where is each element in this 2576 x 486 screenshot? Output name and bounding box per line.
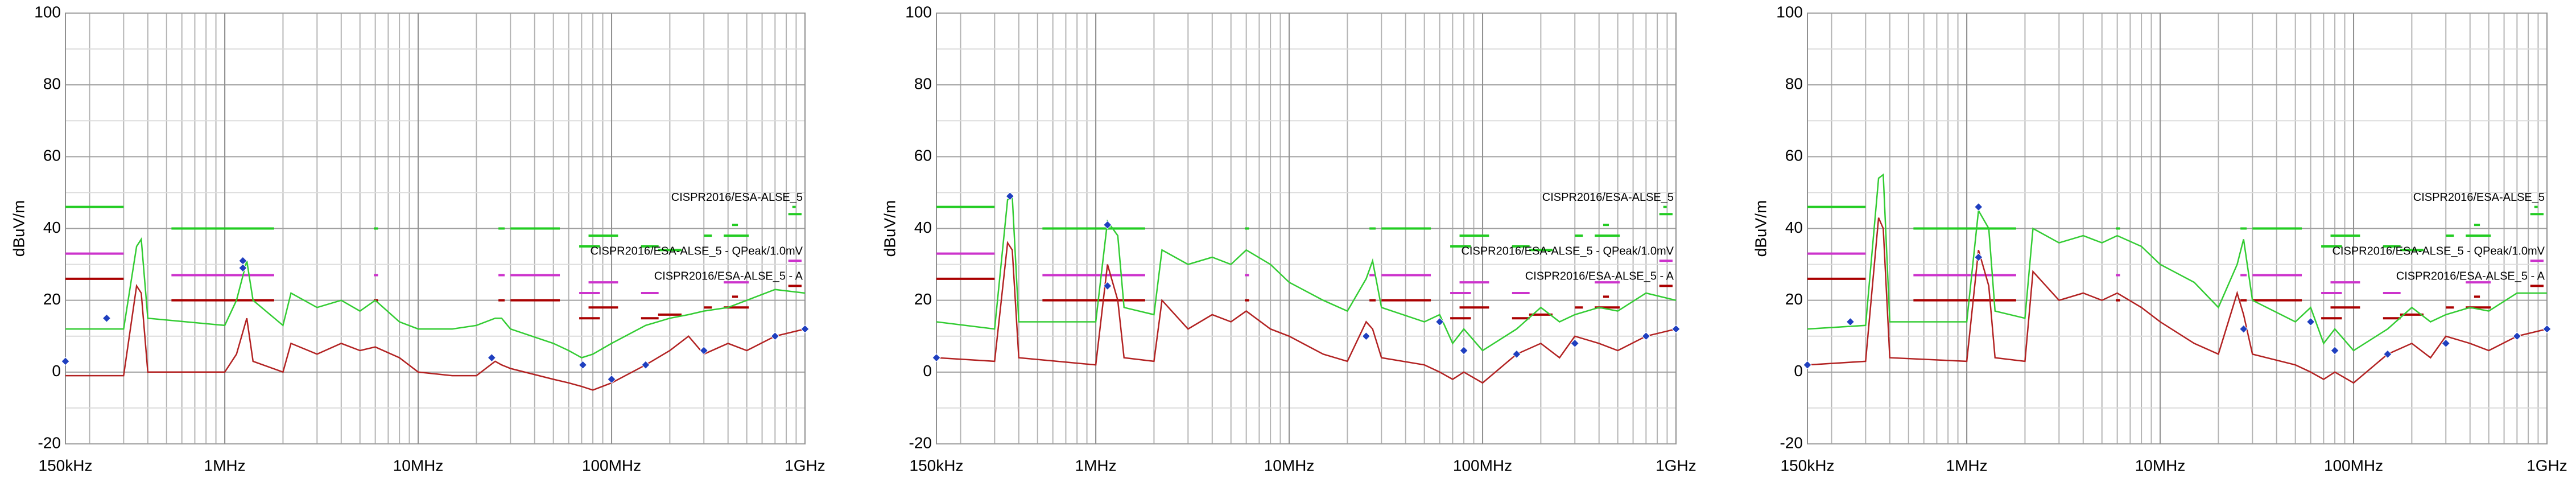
y-tick-label: 60 bbox=[1785, 147, 1803, 164]
marker bbox=[770, 332, 780, 341]
marker bbox=[578, 360, 588, 369]
marker bbox=[699, 346, 708, 355]
limit-label: CISPR2016/ESA-ALSE_5 - QPeak/1.0mV bbox=[590, 245, 803, 258]
y-tick-label: 80 bbox=[43, 75, 61, 93]
marker bbox=[800, 324, 810, 333]
limit-label: CISPR2016/ESA-ALSE_5 bbox=[671, 191, 803, 204]
y-tick-label: 40 bbox=[914, 219, 932, 236]
marker bbox=[1671, 324, 1681, 333]
x-tick-label: 100MHz bbox=[1453, 456, 1512, 474]
marker bbox=[2383, 349, 2392, 359]
y-tick-label: 80 bbox=[914, 75, 932, 93]
y-tick-label: 100 bbox=[1776, 3, 1803, 20]
y-tick-label: -20 bbox=[38, 434, 61, 451]
y-tick-label: 40 bbox=[1785, 219, 1803, 236]
x-tick-label: 1MHz bbox=[1075, 456, 1117, 474]
y-tick-label: 0 bbox=[1794, 362, 1803, 380]
trace bbox=[1807, 173, 2547, 352]
marker bbox=[61, 357, 70, 366]
marker bbox=[641, 360, 650, 369]
y-tick-label: 60 bbox=[914, 147, 932, 164]
marker bbox=[607, 374, 616, 384]
x-tick-label: 10MHz bbox=[393, 456, 444, 474]
y-tick-label: -20 bbox=[909, 434, 932, 451]
marker bbox=[1570, 339, 1579, 348]
y-axis-label: dBuV/m bbox=[10, 200, 27, 257]
marker bbox=[1361, 332, 1371, 341]
marker bbox=[102, 314, 112, 323]
y-tick-label: 0 bbox=[52, 362, 61, 380]
marker bbox=[1846, 317, 1855, 327]
marker bbox=[1103, 281, 1112, 291]
x-tick-label: 150kHz bbox=[910, 456, 964, 474]
y-tick-label: 100 bbox=[34, 3, 61, 20]
panel: -20 0 20 40 60 80 100 150kHz 1MHz 10MHz 100MHz 1GHz… bbox=[1752, 3, 2567, 474]
marker bbox=[2542, 324, 2552, 333]
trace bbox=[936, 195, 1677, 352]
panel: -20 0 20 40 60 80 100 150kHz 1MHz 10MHz 100MHz 1GHz… bbox=[881, 3, 1696, 474]
marker bbox=[1512, 349, 1521, 359]
x-tick-label: 1GHz bbox=[785, 456, 825, 474]
y-tick-label: 0 bbox=[923, 362, 932, 380]
x-tick-label: 150kHz bbox=[1781, 456, 1835, 474]
y-tick-label: 20 bbox=[914, 290, 932, 308]
marker bbox=[1803, 360, 1812, 369]
x-tick-label: 10MHz bbox=[1264, 456, 1315, 474]
marker bbox=[1641, 332, 1651, 341]
limit-label: CISPR2016/ESA-ALSE_5 bbox=[1542, 191, 1674, 204]
y-axis-label: dBuV/m bbox=[881, 200, 898, 257]
marker bbox=[2239, 324, 2248, 333]
limit-label: CISPR2016/ESA-ALSE_5 bbox=[2413, 191, 2545, 204]
trace bbox=[65, 237, 806, 359]
trace bbox=[65, 283, 806, 391]
limit-label: CISPR2016/ESA-ALSE_5 - QPeak/1.0mV bbox=[1461, 245, 1674, 258]
marker bbox=[487, 353, 497, 363]
x-tick-label: 100MHz bbox=[2324, 456, 2383, 474]
x-tick-label: 1GHz bbox=[2527, 456, 2567, 474]
marker bbox=[2330, 346, 2339, 355]
marker bbox=[1435, 317, 1444, 327]
y-tick-label: 60 bbox=[43, 147, 61, 164]
x-tick-label: 100MHz bbox=[582, 456, 641, 474]
marker bbox=[1974, 253, 1983, 262]
x-tick-label: 1MHz bbox=[204, 456, 246, 474]
marker bbox=[1005, 192, 1014, 201]
limit-label: CISPR2016/ESA-ALSE_5 - A bbox=[2396, 270, 2545, 283]
x-tick-label: 1MHz bbox=[1946, 456, 1988, 474]
y-tick-label: 20 bbox=[43, 290, 61, 308]
trace bbox=[1807, 217, 2548, 384]
marker bbox=[2306, 317, 2315, 327]
x-tick-label: 10MHz bbox=[2135, 456, 2186, 474]
marker bbox=[238, 263, 247, 273]
y-tick-label: 100 bbox=[905, 3, 932, 20]
x-tick-label: 150kHz bbox=[39, 456, 93, 474]
y-tick-label: 80 bbox=[1785, 75, 1803, 93]
marker bbox=[2512, 332, 2522, 341]
marker bbox=[1103, 220, 1112, 229]
trace bbox=[936, 241, 1677, 384]
marker bbox=[2441, 339, 2450, 348]
y-tick-label: 20 bbox=[1785, 290, 1803, 308]
marker bbox=[1459, 346, 1468, 355]
y-axis-label: dBuV/m bbox=[1752, 200, 1769, 257]
y-tick-label: -20 bbox=[1780, 434, 1803, 451]
panel: -20 0 20 40 60 80 100 150kHz 1MHz 10MHz 100MHz 1GHz… bbox=[10, 3, 825, 474]
limit-label: CISPR2016/ESA-ALSE_5 - A bbox=[1525, 270, 1674, 283]
x-tick-label: 1GHz bbox=[1656, 456, 1696, 474]
marker bbox=[932, 353, 941, 363]
limit-label: CISPR2016/ESA-ALSE_5 - A bbox=[654, 270, 803, 283]
limit-label: CISPR2016/ESA-ALSE_5 - QPeak/1.0mV bbox=[2332, 245, 2545, 258]
y-tick-label: 40 bbox=[43, 219, 61, 236]
marker bbox=[1974, 202, 1983, 212]
